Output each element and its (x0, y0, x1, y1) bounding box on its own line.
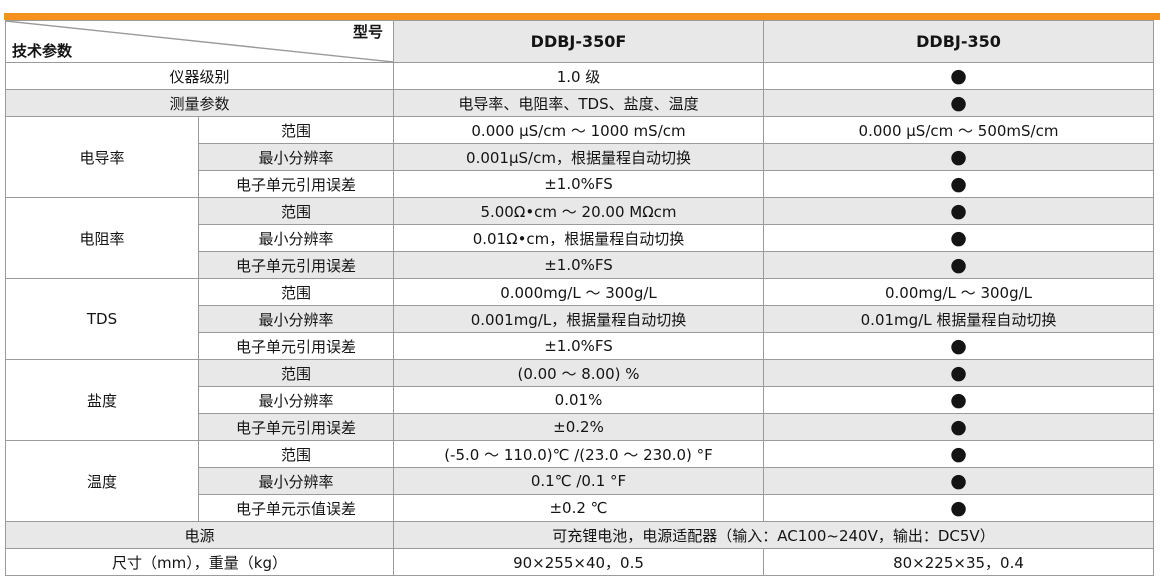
sub-label: 最小分辨率 (198, 467, 394, 495)
sub-label: 最小分辨率 (198, 305, 394, 333)
corner-model-label: 型号 (352, 23, 383, 41)
value-350f: ±1.0%FS (393, 251, 764, 279)
value-350: ● (763, 224, 1154, 252)
row-tds-range: TDS 范围 0.000mg/L ～ 300g/L 0.00mg/L ～ 300… (5, 278, 1154, 360)
column-header-ddbj-350f: DDBJ-350F (393, 20, 764, 63)
spec-table: 型号 技术参数 DDBJ-350F DDBJ-350 仪器级别 1.0 级 ● … (5, 20, 1154, 576)
value-350: ● (763, 413, 1154, 441)
value-350f: 90×255×40，0.5 (393, 548, 764, 576)
param-label: 尺寸（mm），重量（kg） (5, 548, 394, 576)
sub-label: 范围 (198, 440, 394, 468)
value-350f: 0.001mg/L，根据量程自动切换 (393, 305, 764, 333)
sub-label: 最小分辨率 (198, 386, 394, 414)
row-temperature-resolution: 最小分辨率 0.1℃ /0.1 °F ● (5, 467, 1154, 495)
row-salinity-resolution: 最小分辨率 0.01% ● (6, 386, 1154, 414)
value-350: ● (763, 170, 1154, 198)
value-350f: ±0.2% (393, 413, 764, 441)
param-label: 电源 (5, 521, 394, 549)
value-350f: 0.001μS/cm，根据量程自动切换 (393, 143, 764, 171)
sub-label: 范围 (198, 197, 394, 225)
row-temperature-range: 温度 范围 (-5.0 ～ 110.0)℃ /(23.0 ～ 230.0) °F… (5, 440, 1154, 522)
value-350: ● (763, 143, 1154, 171)
sub-label: 最小分辨率 (198, 224, 394, 252)
value-350: 0.000 μS/cm ～ 500mS/cm (763, 116, 1154, 144)
value-350f: ±0.2 ℃ (393, 494, 764, 522)
value-350f: ±1.0%FS (393, 170, 764, 198)
value-350f: 1.0 级 (393, 62, 764, 90)
param-label: 测量参数 (5, 89, 394, 117)
value-350f: 0.000mg/L ～ 300g/L (393, 278, 764, 306)
sub-label: 电子单元引用误差 (198, 332, 394, 360)
row-temperature-error: 电子单元示值误差 ±0.2 ℃ ● (6, 494, 1154, 522)
value-350: ● (763, 251, 1154, 279)
sub-label: 最小分辨率 (198, 143, 394, 171)
group-label-conductivity: 电导率 (5, 116, 199, 198)
column-header-ddbj-350: DDBJ-350 (763, 20, 1154, 63)
corner-params-label: 技术参数 (12, 42, 73, 60)
value-350: ● (763, 359, 1154, 387)
value-350f: ±1.0%FS (393, 332, 764, 360)
value-350: ● (763, 197, 1154, 225)
value-350: 0.01mg/L 根据量程自动切换 (763, 305, 1154, 333)
row-conductivity-range: 电导率 范围 0.000 μS/cm ～ 1000 mS/cm 0.000 μS… (5, 116, 1154, 198)
row-instrument-class: 仪器级别 1.0 级 ● (5, 62, 1154, 90)
row-power: 电源 可充锂电池，电源适配器（输入：AC100~240V，输出：DC5V） (5, 521, 1154, 549)
group-label-resistivity: 电阻率 (5, 197, 199, 279)
sub-label: 电子单元引用误差 (198, 170, 394, 198)
value-350f: (-5.0 ～ 110.0)℃ /(23.0 ～ 230.0) °F (393, 440, 764, 468)
group-label-temperature: 温度 (5, 440, 199, 522)
sub-label: 范围 (198, 359, 394, 387)
header-row: 型号 技术参数 DDBJ-350F DDBJ-350 (5, 20, 1154, 63)
value-350: ● (763, 386, 1154, 414)
value-350: 80×225×35，0.4 (763, 548, 1154, 576)
sub-label: 范围 (198, 116, 394, 144)
value-350f: 0.01% (393, 386, 764, 414)
value-350: ● (763, 89, 1154, 117)
group-label-tds: TDS (5, 278, 199, 360)
value-350f: 0.1℃ /0.1 °F (393, 467, 764, 495)
group-label-salinity: 盐度 (5, 359, 199, 441)
diagonal-divider (6, 21, 393, 62)
value-350: ● (763, 332, 1154, 360)
value-350: ● (763, 467, 1154, 495)
value-350f: 0.000 μS/cm ～ 1000 mS/cm (393, 116, 764, 144)
sub-label: 范围 (198, 278, 394, 306)
row-dimensions: 尺寸（mm），重量（kg） 90×255×40，0.5 80×225×35，0.… (5, 548, 1154, 576)
value-350f: 0.01Ω•cm，根据量程自动切换 (393, 224, 764, 252)
param-label: 仪器级别 (5, 62, 394, 90)
row-resistivity-range: 电阻率 范围 5.00Ω•cm ～ 20.00 MΩcm ● (5, 197, 1154, 279)
value-350: ● (763, 440, 1154, 468)
sub-label: 电子单元示值误差 (198, 494, 394, 522)
row-salinity-range: 盐度 范围 (0.00 ～ 8.00) % ● (5, 359, 1154, 441)
sub-label: 电子单元引用误差 (198, 413, 394, 441)
accent-bar (4, 13, 1160, 20)
value-350f: (0.00 ～ 8.00) % (393, 359, 764, 387)
value-350: ● (763, 62, 1154, 90)
row-tds-error: 电子单元引用误差 ±1.0%FS ● (6, 332, 1154, 360)
value-350f: 电导率、电阻率、TDS、盐度、温度 (393, 89, 764, 117)
row-measured-params: 测量参数 电导率、电阻率、TDS、盐度、温度 ● (5, 89, 1154, 117)
sub-label: 电子单元引用误差 (198, 251, 394, 279)
row-salinity-error: 电子单元引用误差 ±0.2% ● (5, 413, 1154, 441)
power-value: 可充锂电池，电源适配器（输入：AC100~240V，输出：DC5V） (393, 521, 1154, 549)
value-350f: 5.00Ω•cm ～ 20.00 MΩcm (393, 197, 764, 225)
value-350: 0.00mg/L ～ 300g/L (763, 278, 1154, 306)
value-350: ● (763, 494, 1154, 522)
corner-header-cell: 型号 技术参数 (5, 20, 394, 63)
